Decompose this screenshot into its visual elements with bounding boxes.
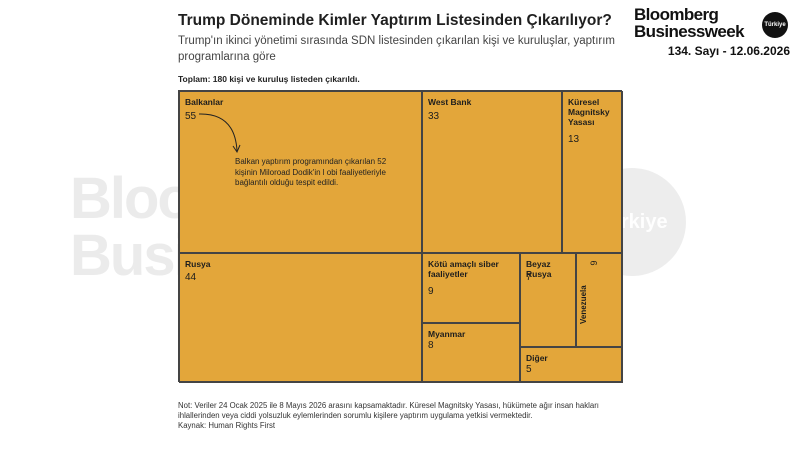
brand-badge: Türkiye xyxy=(762,12,788,38)
brand-logo: Bloomberg Businessweek Türkiye xyxy=(634,6,794,40)
treemap-label-myanmar: Myanmar xyxy=(428,329,466,339)
treemap-value-diger: 5 xyxy=(526,364,532,375)
footnote: Not: Veriler 24 Ocak 2025 ile 8 Mayıs 20… xyxy=(178,401,638,431)
treemap-cell-rusya: Rusya 44 xyxy=(179,253,422,383)
treemap-label-diger: Diğer xyxy=(526,353,548,363)
treemap-value-venezuela: 6 xyxy=(588,260,599,266)
treemap-cell-beyaz-rusya: Beyaz Rusya 7 xyxy=(520,253,576,347)
treemap-cell-myanmar: Myanmar 8 xyxy=(422,323,520,383)
treemap-label-kuresel-magnitsky-yasasi: Küresel Magnitsky Yasası xyxy=(568,97,610,127)
footnote-source: Kaynak: Human Rights First xyxy=(178,421,276,430)
brand-name-line2: Businessweek xyxy=(634,22,745,41)
chart-subtitle: Trump'ın ikinci yönetimi sırasında SDN l… xyxy=(178,35,616,63)
total-note: Toplam: 180 kişi ve kuruluş listeden çık… xyxy=(178,74,360,84)
treemap-label-venezuela: Venezuela xyxy=(579,285,588,324)
treemap-cell-west-bank: West Bank 33 xyxy=(422,91,562,253)
treemap-label-kotu-amacli-siber-faaliyetler: Kötü amaçlı siber faaliyetler xyxy=(428,259,499,279)
treemap-label-balkanlar: Balkanlar xyxy=(185,97,224,107)
treemap-cell-balkanlar: Balkanlar 55 xyxy=(179,91,422,253)
balkan-annotation: Balkan yaptırım programından çıkarılan 5… xyxy=(235,157,387,187)
chart-title: Trump Döneminde Kimler Yaptırım Listesin… xyxy=(178,12,612,29)
brand-name-line1: Bloomberg xyxy=(634,5,719,24)
treemap-cell-diger: Diğer 5 xyxy=(520,347,623,383)
issue-info: 134. Sayı - 12.06.2026 xyxy=(667,44,790,58)
treemap-value-west-bank: 33 xyxy=(428,111,440,122)
treemap-cell-kotu-amacli-siber-faaliyetler: Kötü amaçlı siber faaliyetler 9 xyxy=(422,253,520,323)
treemap-value-rusya: 44 xyxy=(185,272,197,283)
treemap-value-beyaz-rusya: 7 xyxy=(526,272,532,283)
treemap-value-kuresel-magnitsky-yasasi: 13 xyxy=(568,134,580,145)
footnote-note: Not: Veriler 24 Ocak 2025 ile 8 Mayıs 20… xyxy=(178,401,599,420)
treemap-value-kotu-amacli-siber-faaliyetler: 9 xyxy=(428,286,434,297)
treemap-cell-venezuela: Venezuela 6 xyxy=(576,253,623,347)
treemap-value-balkanlar: 55 xyxy=(185,111,197,122)
treemap-cell-kuresel-magnitsky-yasasi: Küresel Magnitsky Yasası 13 xyxy=(562,91,623,253)
treemap-chart: Diğer 5 Myanmar 8 Venezuela 6 Beyaz Rusya 7 Kötü… xyxy=(178,90,623,383)
treemap-label-west-bank: West Bank xyxy=(428,97,472,107)
treemap-value-myanmar: 8 xyxy=(428,340,434,351)
treemap-label-beyaz-rusya: Beyaz Rusya xyxy=(526,259,552,279)
treemap-label-rusya: Rusya xyxy=(185,259,211,269)
